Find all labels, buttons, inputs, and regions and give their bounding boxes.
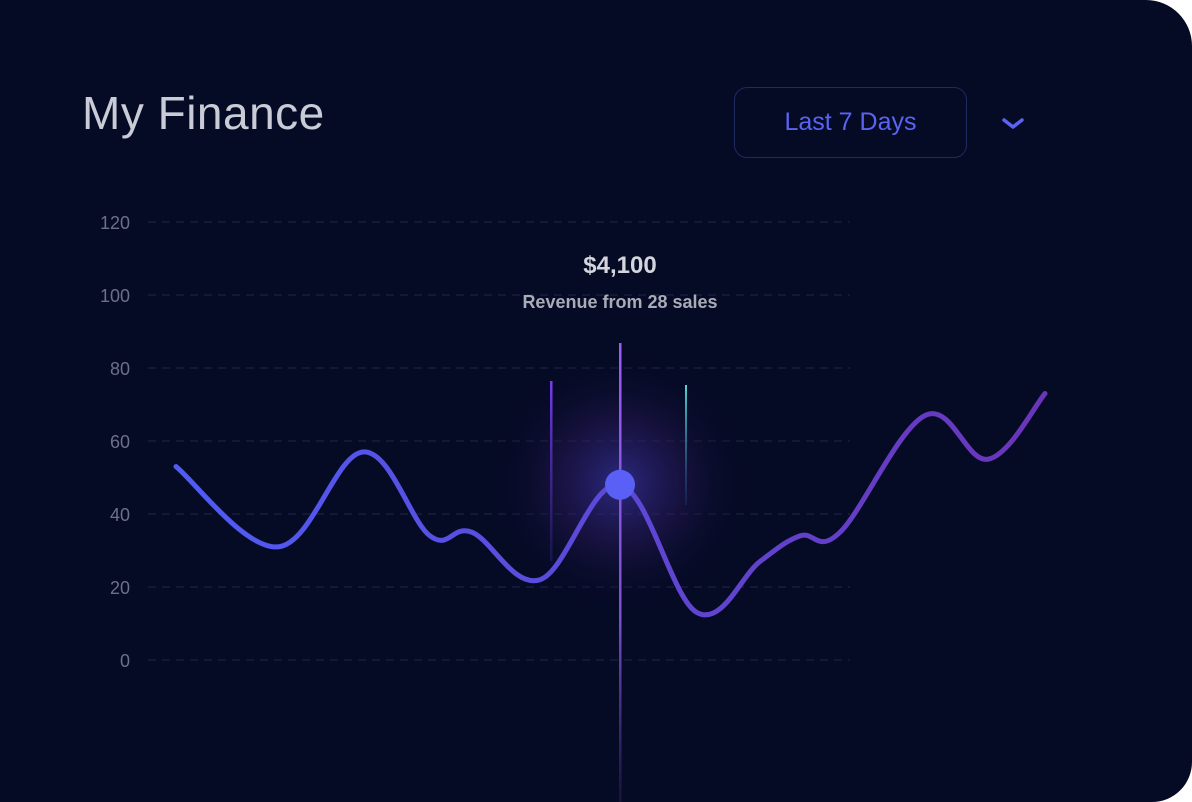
highlighted-data-point[interactable] [605,469,635,500]
series-line [173,391,1048,618]
y-tick-label: 100 [100,286,130,306]
y-tick-label: 0 [120,651,130,671]
y-tick-label: 40 [110,505,130,525]
tooltip-value: $4,100 [583,252,657,279]
y-tick-label: 20 [110,578,130,598]
y-tick-label: 80 [110,359,130,379]
y-tick-label: 60 [110,432,130,452]
y-tick-label: 120 [100,213,130,233]
date-range-select[interactable]: Last 7 Days [734,87,967,158]
tooltip-label: Revenue from 28 sales [522,292,718,312]
indicator-bar [550,381,553,561]
indicator-bar [685,385,687,505]
page-title: My Finance [82,87,325,139]
crosshair-line [619,343,622,802]
chevron-down-icon[interactable] [1000,112,1026,136]
